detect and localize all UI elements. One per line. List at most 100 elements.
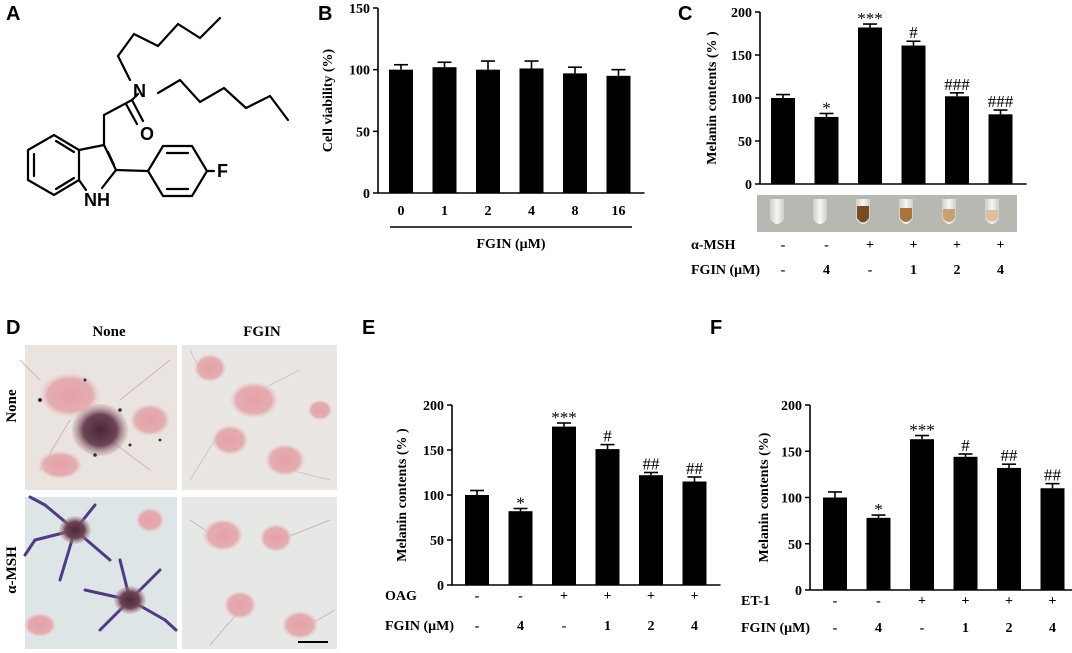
panel-label-b: B (318, 3, 332, 25)
micrograph-none-none (19, 345, 177, 490)
bar (1040, 488, 1065, 590)
panel-label-d: D (6, 317, 20, 339)
condition-value: 4 (1049, 621, 1056, 636)
condition-value: - (562, 619, 567, 634)
significance-label: # (961, 436, 970, 455)
condition-value: + (560, 589, 568, 604)
significance-label: *** (551, 408, 577, 427)
panel-label-c: C (678, 3, 692, 25)
micrograph-amsh-fgin (182, 497, 337, 649)
panel-label-a: A (6, 3, 20, 25)
bar (866, 517, 891, 590)
micrograph-amsh-none (23, 495, 178, 649)
condition-value: + (918, 594, 926, 609)
condition-label: ET-1 (741, 594, 770, 609)
atom-n-amide: N (133, 81, 146, 101)
y-tick-label: 150 (731, 49, 752, 64)
bar (552, 426, 576, 585)
condition-value: + (997, 238, 1005, 253)
y-tick-label: 0 (363, 187, 370, 202)
condition-value: + (866, 238, 874, 253)
y-tick-label: 0 (437, 579, 444, 594)
condition-value: 4 (691, 619, 698, 634)
bar (519, 68, 544, 193)
significance-label: *** (857, 9, 883, 28)
condition-value: + (1005, 594, 1013, 609)
bar (945, 96, 969, 184)
y-tick-label: 150 (781, 445, 802, 460)
bar (432, 67, 457, 193)
micrograph-grid: None FGIN None α-MSH (4, 324, 337, 649)
tube-3 (856, 199, 870, 224)
condition-value: 4 (517, 619, 524, 634)
condition-value: - (920, 621, 925, 636)
x-tick-label: 1 (441, 204, 448, 219)
condition-label: α-MSH (691, 238, 735, 253)
significance-label: ## (686, 459, 704, 478)
y-axis-label: Melanin contents (% ) (705, 31, 720, 165)
bar (476, 69, 500, 193)
micrograph-none-fgin (182, 345, 337, 490)
atom-f: F (217, 161, 228, 181)
y-tick-label: 100 (781, 492, 802, 507)
y-tick-label: 100 (423, 489, 444, 504)
y-tick-label: 200 (423, 399, 444, 414)
condition-value: 4 (875, 621, 882, 636)
y-tick-label: 100 (349, 64, 370, 79)
y-tick-label: 50 (738, 135, 752, 150)
condition-value: - (781, 238, 786, 253)
condition-label: FGIN (μM) (741, 621, 810, 636)
significance-label: * (874, 500, 883, 519)
bar (771, 98, 795, 184)
micrograph-col-none: None (92, 324, 126, 340)
condition-label: OAG (385, 589, 417, 604)
condition-value: + (1049, 594, 1057, 609)
fgin-chemical-structure (26, 16, 290, 198)
condition-value: + (647, 589, 655, 604)
bar (823, 497, 847, 590)
bar (997, 467, 1021, 590)
condition-value: - (475, 619, 480, 634)
condition-value: - (475, 589, 480, 604)
significance-label: ### (988, 92, 1014, 111)
condition-value: 4 (997, 263, 1004, 278)
y-tick-label: 100 (731, 92, 752, 107)
tube-5 (942, 199, 956, 224)
condition-value: 4 (823, 263, 830, 278)
bar (814, 116, 839, 184)
bar (595, 449, 620, 585)
tube-2 (813, 199, 827, 224)
condition-value: - (781, 263, 786, 278)
significance-label: * (516, 494, 525, 513)
panel-label-f: F (710, 317, 722, 339)
bar (508, 511, 533, 585)
bar (465, 495, 489, 585)
x-tick-label: 16 (612, 204, 626, 219)
y-tick-label: 150 (349, 2, 370, 17)
x-tick-label: 4 (528, 204, 535, 219)
bar (682, 481, 707, 585)
x-axis-label: FGIN (μM) (477, 237, 546, 252)
y-tick-label: 200 (731, 6, 752, 21)
condition-value: - (868, 263, 873, 278)
bar (606, 75, 631, 193)
bar (988, 114, 1013, 184)
significance-label: * (822, 98, 831, 117)
x-tick-label: 0 (398, 204, 405, 219)
y-axis-label: Cell viability (%) (321, 48, 336, 152)
bar (639, 475, 663, 585)
melanin-tube-photo (757, 195, 1017, 232)
y-tick-label: 50 (788, 538, 802, 553)
x-tick-label: 8 (572, 204, 579, 219)
panel-label-e: E (362, 317, 375, 339)
micrograph-row-none: None (4, 389, 20, 423)
y-tick-label: 200 (781, 399, 802, 414)
bar (910, 439, 934, 590)
condition-label: FGIN (μM) (385, 619, 454, 634)
y-tick-label: 0 (795, 584, 802, 599)
tube-1 (770, 199, 784, 224)
condition-value: 1 (604, 619, 611, 634)
